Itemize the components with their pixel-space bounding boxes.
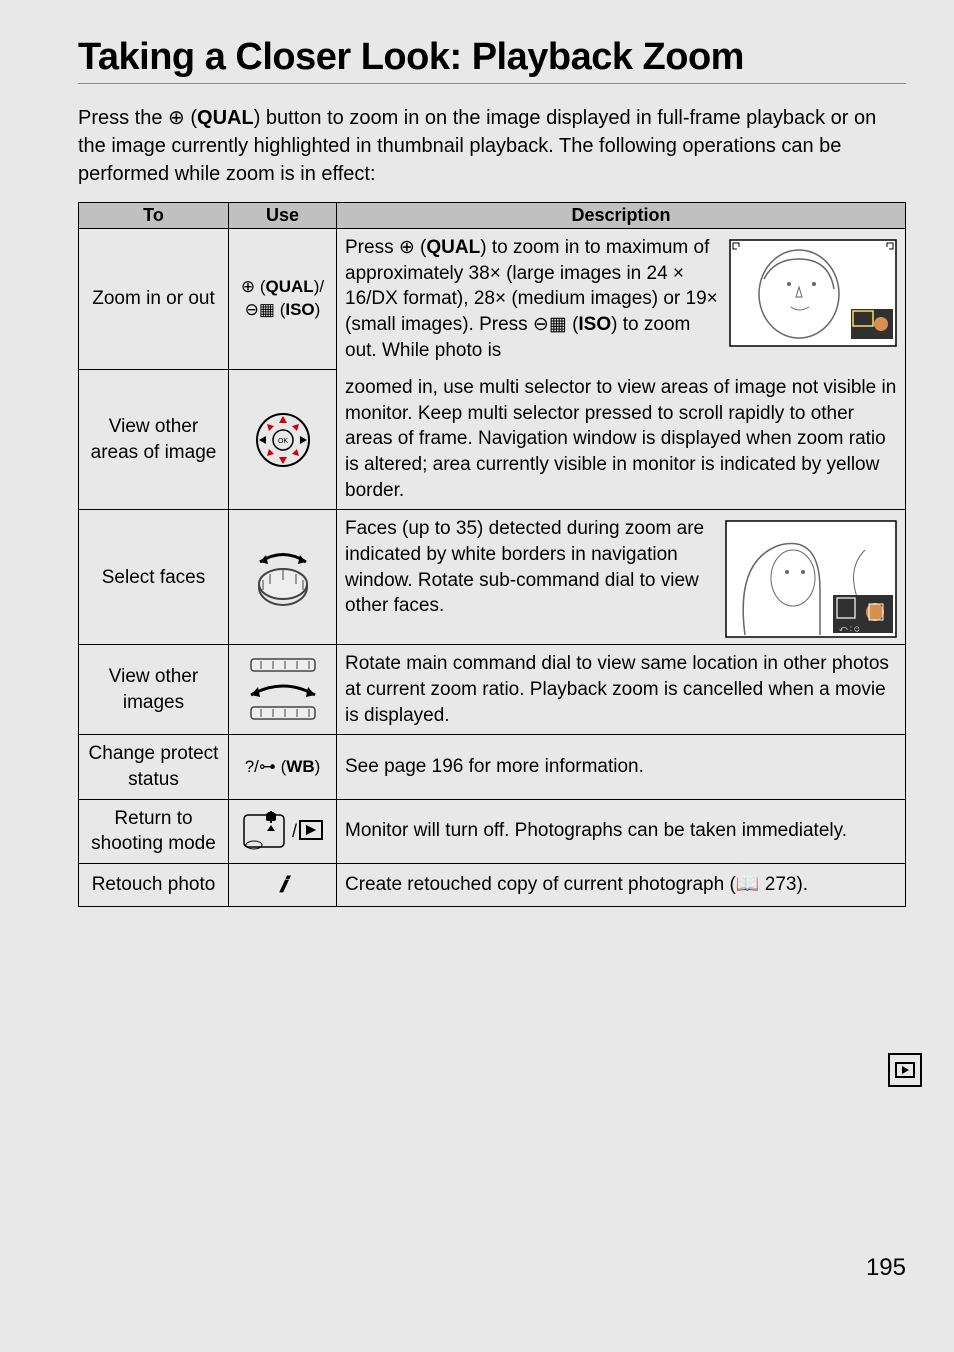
intro-text-1: Press the	[78, 107, 168, 129]
sub-command-dial-icon	[248, 542, 318, 612]
svg-text:⤺ : ⊙: ⤺ : ⊙	[839, 624, 860, 633]
page-title: Taking a Closer Look: Playback Zoom	[78, 36, 906, 84]
table-row: Change protect status ?/⊶ (WB) See page …	[79, 735, 906, 799]
use-text: )/	[314, 277, 324, 296]
use-qual: QUAL	[266, 277, 314, 296]
cell-to-zoom: Zoom in or out	[79, 229, 229, 370]
play-icon	[895, 1062, 915, 1078]
cell-desc-shoot: Monitor will turn off. Photographs can b…	[337, 799, 906, 863]
zoom-out-icon: ⊖▦	[533, 314, 567, 335]
cell-use-protect: ?/⊶ (WB)	[229, 735, 337, 799]
cell-to-otherimages: View other images	[79, 645, 229, 735]
cell-to-faces: Select faces	[79, 510, 229, 645]
intro-paragraph: Press the ⊕ (QUAL) button to zoom in on …	[78, 104, 906, 188]
main-command-dial-icon	[241, 655, 325, 725]
shutter-playback-icon: /	[240, 809, 326, 853]
table-row: Return to shooting mode /	[79, 799, 906, 863]
desc-text: 273).	[759, 874, 808, 895]
zoom-out-icon: ⊖▦	[245, 300, 275, 319]
table-row: View other images	[79, 645, 906, 735]
table-row: View other areas of image OK	[79, 369, 906, 510]
intro-qual: QUAL	[197, 107, 254, 129]
cell-to-protect: Change protect status	[79, 735, 229, 799]
cell-desc-viewareas: zoomed in, use multi selector to view ar…	[337, 369, 906, 510]
use-text: )	[315, 757, 321, 776]
svg-text:/: /	[292, 821, 297, 841]
svg-text:OK: OK	[277, 438, 287, 445]
cell-desc-faces: ⤺ : ⊙ Faces (up to 35) detected during z…	[337, 510, 906, 645]
cell-to-viewareas: View other areas of image	[79, 369, 229, 510]
cell-use-zoom: ⊕ (QUAL)/ ⊖▦ (ISO)	[229, 229, 337, 370]
table-row: Retouch photo 𝒊 Create retouched copy of…	[79, 863, 906, 906]
cell-use-multiselector: OK	[229, 369, 337, 510]
face-detect-thumbnail: ⤺ : ⊙	[725, 520, 897, 638]
multi-selector-icon: OK	[254, 411, 312, 469]
cell-use-subdial	[229, 510, 337, 645]
cell-desc-otherimages: Rotate main command dial to view same lo…	[337, 645, 906, 735]
use-text: (	[275, 300, 285, 319]
use-text: (	[276, 757, 286, 776]
cell-desc-retouch: Create retouched copy of current photogr…	[337, 863, 906, 906]
cell-to-retouch: Retouch photo	[79, 863, 229, 906]
desc-text: Faces (up to 35) detected during zoom ar…	[345, 518, 704, 616]
zoom-in-icon: ⊕	[168, 107, 185, 129]
desc-text: Create retouched copy of current photogr…	[345, 874, 736, 895]
use-text: )	[315, 300, 321, 319]
cell-desc-zoom: Press ⊕ (QUAL) to zoom in to maximum of …	[337, 229, 906, 370]
cell-use-info: 𝒊	[229, 863, 337, 906]
table-row: Zoom in or out ⊕ (QUAL)/ ⊖▦ (ISO)	[79, 229, 906, 370]
info-icon: 𝒊	[279, 872, 285, 897]
desc-text: Press	[345, 237, 399, 258]
use-text: (	[255, 277, 265, 296]
table-header-row: To Use Description	[79, 203, 906, 229]
operations-table: To Use Description Zoom in or out ⊕ (QUA…	[78, 202, 906, 907]
table-row: Select faces	[79, 510, 906, 645]
book-icon: 📖	[736, 874, 760, 895]
zoom-preview-thumbnail	[729, 239, 897, 347]
col-description: Description	[337, 203, 906, 229]
desc-text: (	[567, 314, 579, 335]
use-wb: WB	[286, 757, 314, 776]
cell-use-maindial	[229, 645, 337, 735]
playback-section-tab	[888, 1053, 922, 1087]
zoom-in-icon: ⊕	[399, 237, 415, 258]
intro-text-2: (	[185, 107, 197, 129]
use-iso: ISO	[285, 300, 314, 319]
zoom-in-icon: ⊕	[241, 277, 255, 296]
cell-use-shoot: /	[229, 799, 337, 863]
desc-qual: QUAL	[426, 237, 480, 258]
cell-desc-protect: See page 196 for more information.	[337, 735, 906, 799]
page-number: 195	[866, 1254, 906, 1282]
col-use: Use	[229, 203, 337, 229]
col-to: To	[79, 203, 229, 229]
desc-iso: ISO	[578, 314, 611, 335]
cell-to-shoot: Return to shooting mode	[79, 799, 229, 863]
desc-text: (	[415, 237, 427, 258]
page-content: Taking a Closer Look: Playback Zoom Pres…	[0, 0, 954, 937]
help-key-icon: ?/⊶	[245, 757, 276, 776]
